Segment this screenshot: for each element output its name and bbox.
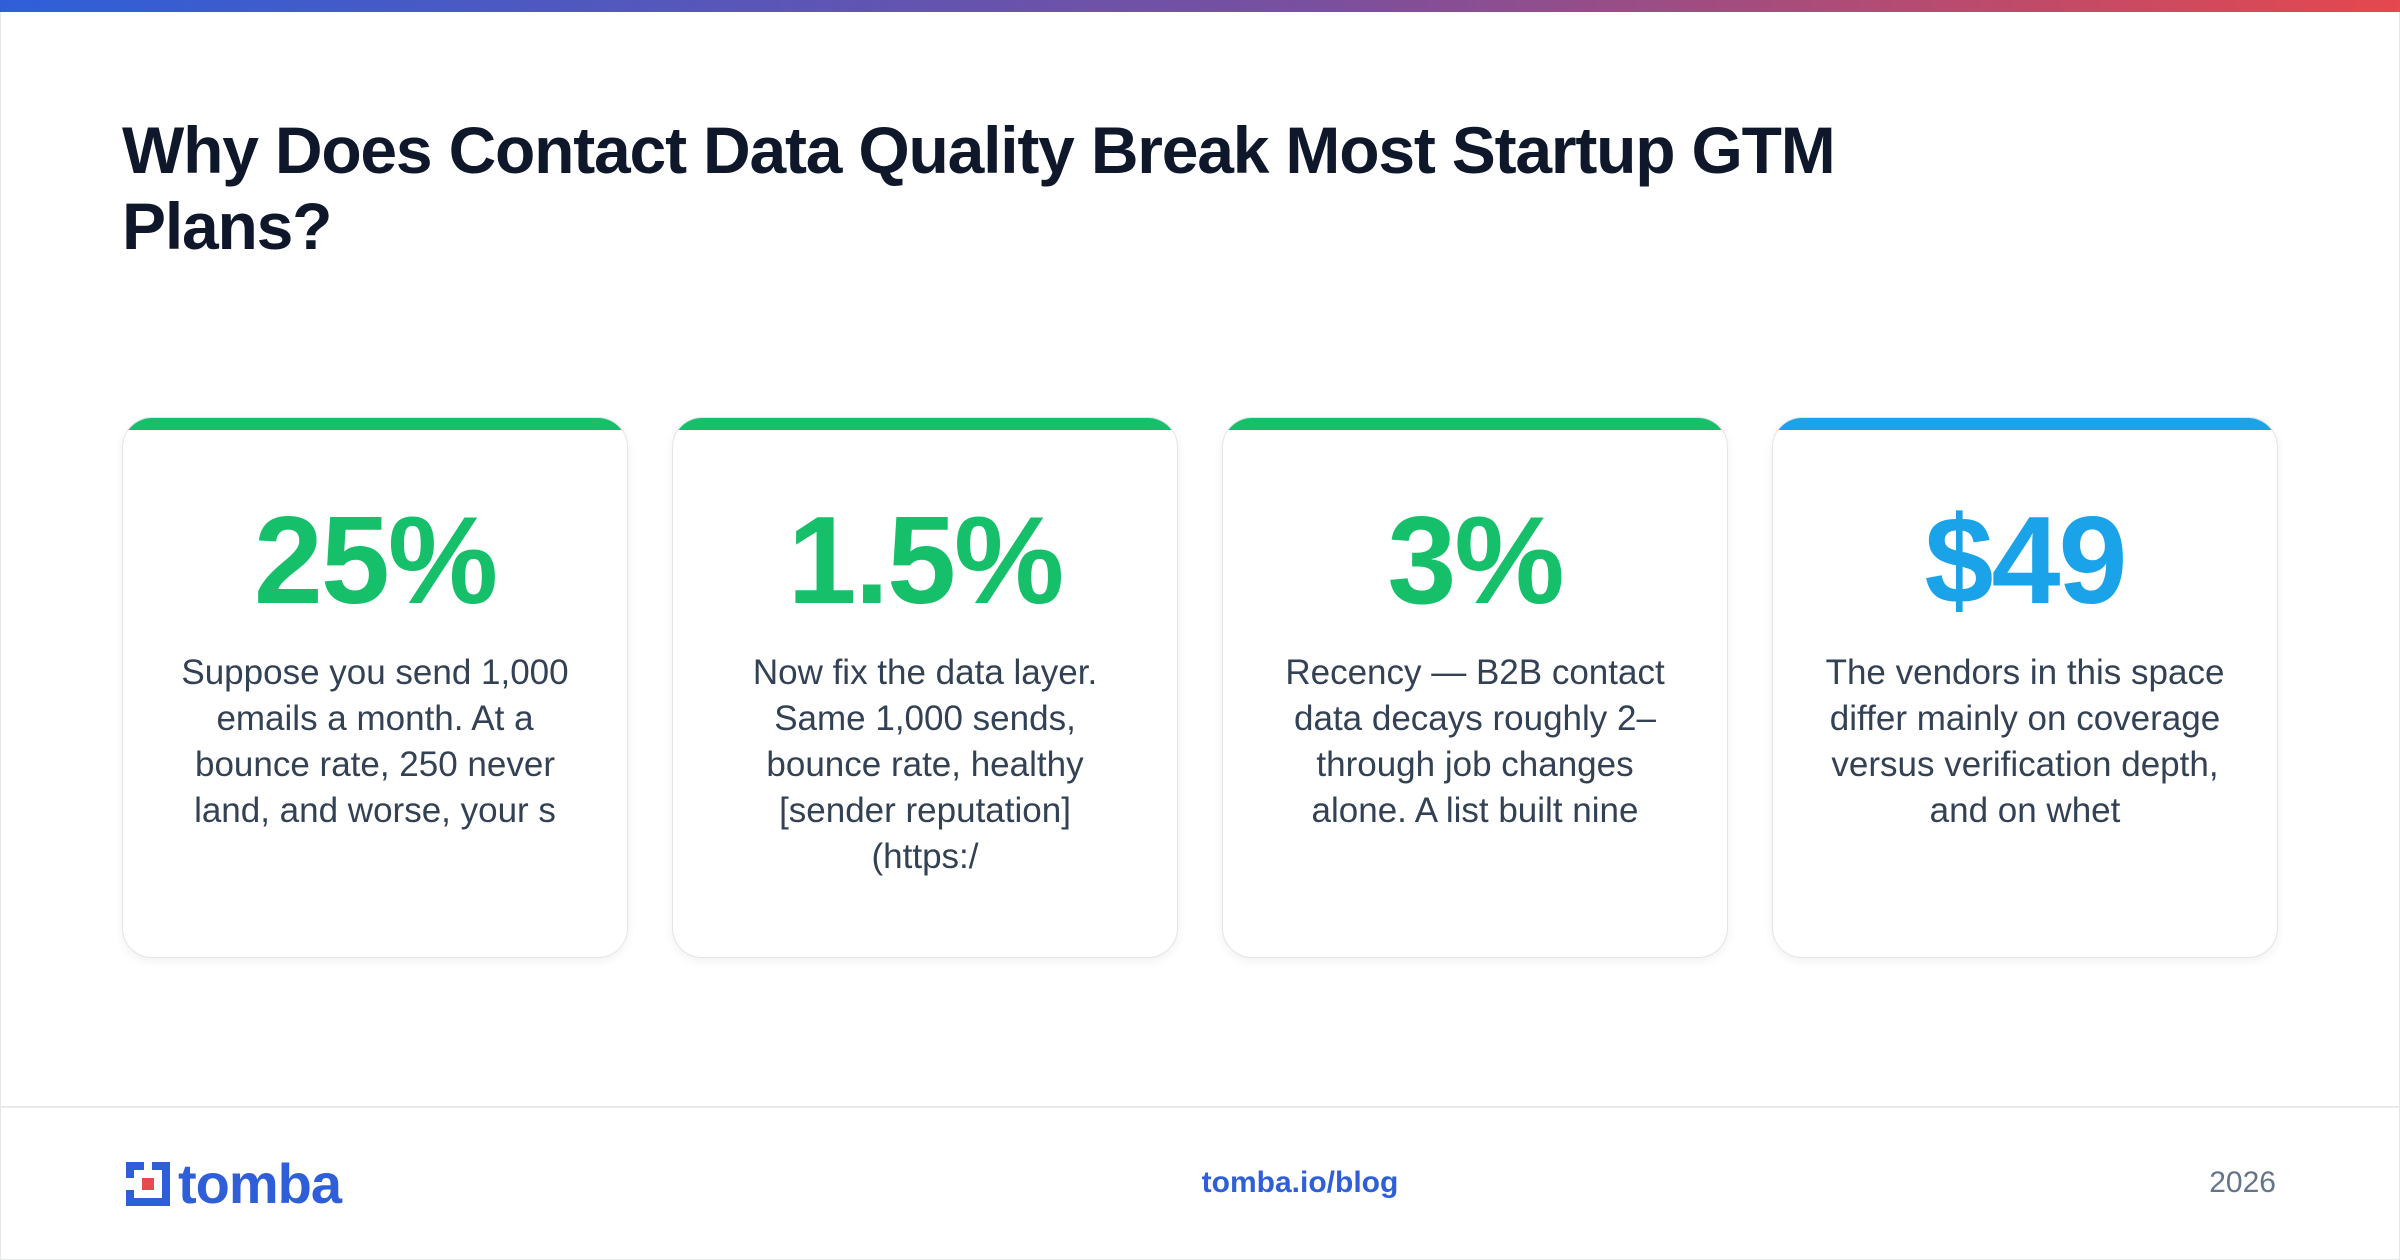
tomba-logo[interactable]: tomba: [122, 1152, 342, 1215]
stat-value: 1.5%: [787, 492, 1065, 630]
card-accent-bar: [1773, 418, 2277, 430]
logo-wordmark: tomba: [178, 1152, 342, 1215]
stat-value: 3%: [1387, 492, 1564, 630]
stat-card: 1.5% Now fix the data layer. Same 1,000 …: [672, 417, 1178, 958]
stat-description: Now fix the data layer. Same 1,000 sends…: [752, 653, 1098, 876]
footer-year: 2026: [2209, 1166, 2276, 1199]
stat-description: Recency — B2B contact data decays roughl…: [1285, 653, 1665, 830]
card-accent-bar: [1223, 418, 1727, 430]
stat-card: 3% Recency — B2B contact data decays rou…: [1222, 417, 1728, 958]
blog-url-link[interactable]: tomba.io/blog: [1201, 1166, 1399, 1199]
stat-value: $49: [1924, 492, 2128, 630]
stat-value: 25%: [253, 492, 498, 630]
stat-cards: 25% Suppose you send 1,000 emails a mont…: [122, 417, 2278, 958]
card-accent-bar: [123, 418, 627, 430]
tomba-logo-icon: [126, 1162, 170, 1206]
stat-card: 25% Suppose you send 1,000 emails a mont…: [122, 417, 628, 958]
stat-description: Suppose you send 1,000 emails a month. A…: [181, 653, 569, 830]
footer-divider: [0, 1106, 2400, 1108]
page-title: Why Does Contact Data Quality Break Most…: [122, 113, 1836, 263]
stat-card: $49 The vendors in this space differ mai…: [1772, 417, 2278, 958]
top-gradient-bar: [0, 0, 2400, 12]
stat-description: The vendors in this space differ mainly …: [1825, 653, 2225, 830]
card-accent-bar: [673, 418, 1177, 430]
